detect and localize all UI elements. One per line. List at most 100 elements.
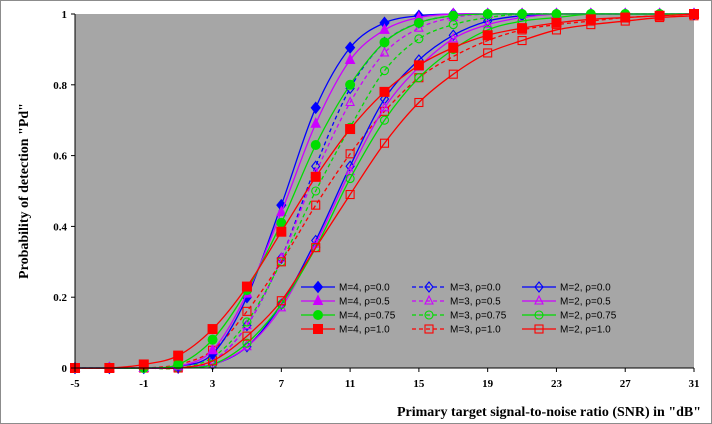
data-point [413, 17, 424, 28]
y-tick-label: 0.6 [53, 151, 67, 163]
x-tick-label: -1 [139, 378, 148, 390]
data-point [414, 97, 424, 108]
legend-label: M=4, ρ=1.0 [339, 325, 390, 336]
data-point [345, 96, 356, 107]
legend-item-m-2-rho-0-75: M=2, ρ=0.75 [522, 310, 617, 322]
data-point [345, 174, 355, 184]
data-point [207, 334, 218, 345]
data-point [379, 66, 390, 76]
series-layer [69, 7, 700, 375]
data-point [414, 73, 424, 83]
data-point [173, 350, 184, 361]
data-point [379, 86, 390, 97]
data-point [379, 101, 390, 112]
legend-item-m-3-rho-0-75: M=3, ρ=0.75 [412, 310, 507, 322]
legend-label: M=2, ρ=0.5 [560, 297, 611, 308]
series-m-4-rho-1-0 [70, 9, 699, 373]
data-point [654, 10, 665, 21]
y-tick-label: 0.8 [53, 80, 67, 92]
data-point [345, 149, 355, 159]
y-axis-title: Probability of detection "Pd" [17, 103, 32, 279]
x-tick-label: 11 [345, 378, 355, 390]
legend-label: M=2, ρ=1.0 [560, 325, 611, 336]
legend-label: M=3, ρ=0.75 [450, 311, 507, 322]
data-point [448, 42, 459, 53]
data-point [345, 79, 356, 90]
legend-item-m-2-rho-1-0: M=2, ρ=1.0 [522, 324, 611, 336]
legend-label: M=2, ρ=0.75 [560, 311, 617, 322]
legend-label: M=3, ρ=0.5 [450, 297, 501, 308]
legend-marker [424, 324, 434, 334]
legend-item-m-4-rho-0-5: M=4, ρ=0.5 [301, 294, 390, 308]
data-point [344, 53, 356, 65]
data-point [242, 331, 252, 341]
data-point [517, 9, 528, 19]
legend-label: M=3, ρ=1.0 [450, 325, 501, 336]
data-point [311, 243, 321, 253]
legend-item-m-3-rho-0-0: M=3, ρ=0.0 [412, 281, 501, 294]
legend-item-m-2-rho-0-0: M=2, ρ=0.0 [522, 281, 611, 294]
data-point [448, 32, 459, 43]
legend-marker [534, 294, 544, 305]
data-point [311, 200, 321, 210]
data-point [379, 23, 390, 34]
data-point [344, 41, 356, 54]
data-point [242, 338, 252, 348]
data-point [689, 9, 699, 19]
x-axis-title: Primary target signal-to-noise ratio (SN… [397, 405, 701, 420]
x-tick-label: 19 [482, 378, 494, 390]
legend-marker [313, 310, 323, 320]
data-point [241, 281, 252, 292]
data-point [620, 12, 631, 23]
x-tick-label: 7 [279, 378, 285, 390]
legend-item-m-3-rho-1-0: M=3, ρ=1.0 [412, 324, 501, 336]
x-tick-label: 23 [551, 378, 563, 390]
data-point [414, 34, 424, 44]
legend-marker [424, 310, 434, 320]
y-tick-label: 0.2 [53, 292, 67, 304]
data-point [379, 46, 390, 57]
data-point [448, 69, 458, 79]
x-tick-label: 31 [689, 378, 700, 390]
data-point [551, 17, 562, 28]
legend-marker [312, 294, 324, 305]
legend-label: M=4, ρ=0.75 [339, 311, 396, 322]
legend-label: M=4, ρ=0.0 [339, 283, 390, 294]
legend-marker [313, 324, 323, 334]
data-point [482, 18, 493, 29]
data-point [585, 14, 596, 25]
y-tick-label: 1 [62, 9, 68, 21]
data-point [310, 171, 321, 182]
data-point [345, 124, 356, 135]
data-point [379, 37, 390, 48]
data-point [482, 9, 493, 19]
data-point [448, 10, 459, 21]
y-tick-label: 0.4 [53, 221, 67, 233]
legend-marker [534, 281, 544, 293]
data-point [448, 29, 458, 42]
data-point [413, 60, 424, 71]
x-tick-label: 27 [620, 378, 632, 390]
legend-item-m-4-rho-0-0: M=4, ρ=0.0 [301, 280, 390, 294]
legend-label: M=2, ρ=0.0 [560, 283, 611, 294]
data-point [379, 138, 390, 148]
legend-marker [424, 294, 434, 305]
legend-marker [534, 310, 544, 320]
legend-item-m-4-rho-1-0: M=4, ρ=1.0 [301, 324, 390, 336]
legend-item-m-2-rho-0-5: M=2, ρ=0.5 [522, 294, 611, 308]
y-ticks: 0 0.2 0.4 0.6 0.8 1 [53, 9, 75, 375]
legend-marker [534, 324, 544, 334]
y-tick-label: 0 [62, 363, 68, 375]
data-point [345, 189, 355, 200]
data-point [276, 257, 286, 267]
data-point [242, 306, 252, 316]
data-point [517, 23, 528, 34]
legend: M=4, ρ=0.0 M=4, ρ=0.5 M=4, ρ=0.75 M=4, ρ=1.… [301, 280, 617, 336]
legend-label: M=3, ρ=0.0 [450, 283, 501, 294]
legend-marker [424, 281, 434, 293]
data-point [276, 205, 287, 217]
data-point [379, 115, 390, 125]
series-line [75, 13, 694, 370]
x-ticks: -5 -1 3 7 11 15 19 23 27 31 [70, 368, 700, 390]
data-point [310, 101, 321, 115]
